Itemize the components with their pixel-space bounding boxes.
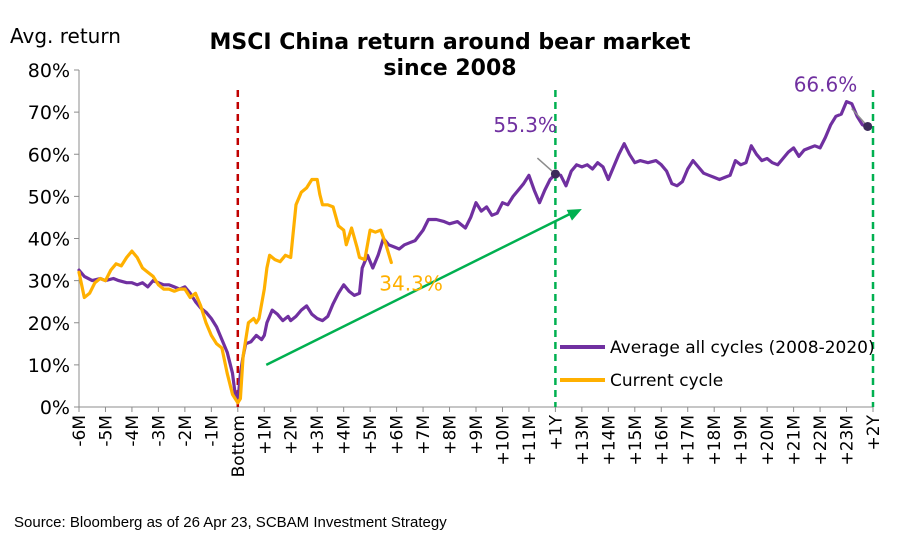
chart-title-line-2: since 2008 xyxy=(383,56,517,81)
y-tick-label: 50% xyxy=(28,186,70,208)
legend: Average all cycles (2008-2020) Current cy… xyxy=(560,338,875,391)
annotation-label: 66.6% xyxy=(794,72,858,96)
x-tick-label: +1M xyxy=(255,415,275,455)
x-tick-label: +9M xyxy=(467,415,487,455)
x-tick-label: -2M xyxy=(176,415,196,447)
x-tick-label: -6M xyxy=(70,415,90,447)
y-tick-label: 30% xyxy=(28,271,70,293)
y-tick-label: 40% xyxy=(28,229,70,251)
x-tick-label: +23M xyxy=(838,415,858,466)
x-tick-label: +8M xyxy=(441,415,461,455)
y-tick-label: 60% xyxy=(28,144,70,166)
series-average-all-cycles-line xyxy=(77,100,870,405)
y-tick-label: 10% xyxy=(28,355,70,377)
x-tick-label: -5M xyxy=(96,415,116,447)
x-tick-label: +2M xyxy=(282,415,302,455)
y-tick-label: 70% xyxy=(28,102,70,124)
legend-label-series-current-cycle: Current cycle xyxy=(610,371,723,391)
x-tick-label: +17M xyxy=(679,415,699,466)
x-tick-label: +3M xyxy=(308,415,328,455)
annotation-point xyxy=(550,169,560,179)
x-tick-label: +13M xyxy=(573,415,593,466)
reference-lines xyxy=(236,90,875,407)
x-tick-label: +22M xyxy=(811,415,831,466)
x-tick-label: +21M xyxy=(785,415,805,466)
x-tick-label: -1M xyxy=(202,415,222,447)
trend-arrow-head xyxy=(566,209,582,221)
annotation-label: 55.3% xyxy=(493,113,557,137)
chart-title-line-1: MSCI China return around bear market xyxy=(209,30,691,55)
x-tick-label: Bottom xyxy=(229,415,249,477)
x-tick-label: +20M xyxy=(758,415,778,466)
x-tick-label: -4M xyxy=(123,415,143,447)
y-tick-label: 20% xyxy=(28,313,70,335)
x-tick-label: +15M xyxy=(626,415,646,466)
y-axis-label: Avg. return xyxy=(10,24,121,48)
x-tick-label: +14M xyxy=(599,415,619,466)
annotation-point xyxy=(863,121,873,131)
x-tick-label: +11M xyxy=(520,415,540,466)
x-tick-label: +10M xyxy=(493,415,513,466)
x-tick-label: +18M xyxy=(705,415,725,466)
y-tick-label: 80% xyxy=(28,60,70,82)
source-note: Source: Bloomberg as of 26 Apr 23, SCBAM… xyxy=(14,514,447,531)
legend-label-series-average-all-cycles: Average all cycles (2008-2020) xyxy=(610,338,875,358)
annotations: 55.3% 66.6% 34.3% xyxy=(379,72,873,296)
x-tick-label: +7M xyxy=(414,415,434,455)
y-tick-label: 0% xyxy=(40,397,70,419)
x-tick-label: +2Y xyxy=(864,414,884,450)
x-tick-label: +16M xyxy=(652,415,672,466)
trend-arrow-shaft xyxy=(265,210,575,366)
trend-arrow xyxy=(265,209,582,366)
x-tick-label: +6M xyxy=(388,415,408,455)
x-tick-label: +5M xyxy=(361,415,381,455)
annotation-label: 34.3% xyxy=(379,272,443,296)
axes: 0% 10% 20% 30% 40% 50% 60% 70% 80% -6M -5M -4M -3M -2… xyxy=(28,60,884,477)
series-current-cycle-line xyxy=(77,177,393,405)
x-tick-label: +4M xyxy=(335,415,355,455)
series-lines xyxy=(77,100,870,405)
x-tick-label: +1Y xyxy=(546,414,566,450)
x-tick-label: +19M xyxy=(732,415,752,466)
x-tick-label: -3M xyxy=(149,415,169,447)
